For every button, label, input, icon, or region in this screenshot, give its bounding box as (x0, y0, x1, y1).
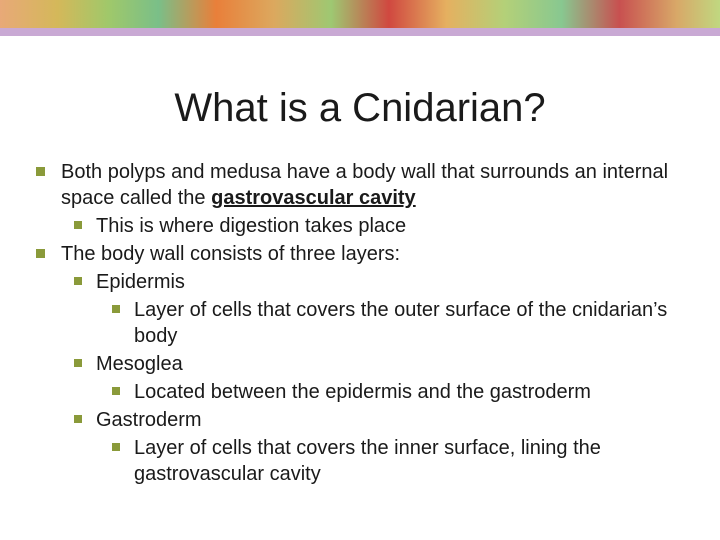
square-bullet-icon (74, 277, 82, 285)
bullet-l2-gastroderm: Gastroderm (74, 407, 684, 433)
bullet-l2-mesoglea: Mesoglea (74, 351, 684, 377)
bullet-text: The body wall consists of three layers: (61, 241, 400, 267)
bullet-l3-mesoglea-desc: Located between the epidermis and the ga… (112, 379, 684, 405)
bullet-l1-three-layers: The body wall consists of three layers: (36, 241, 684, 267)
bullet-text: This is where digestion takes place (96, 213, 406, 239)
square-bullet-icon (74, 415, 82, 423)
top-banner (0, 0, 720, 28)
content-area: Both polyps and medusa have a body wall … (0, 159, 720, 487)
square-bullet-icon (74, 221, 82, 229)
bullet-l3-epidermis-desc: Layer of cells that covers the outer sur… (112, 297, 684, 349)
slide-title: What is a Cnidarian? (0, 86, 720, 131)
bullet-text: Mesoglea (96, 351, 183, 377)
bullet-text: Gastroderm (96, 407, 202, 433)
bullet-l2-digestion: This is where digestion takes place (74, 213, 684, 239)
term-gastrovascular-cavity: gastrovascular cavity (211, 187, 416, 209)
square-bullet-icon (112, 443, 120, 451)
bullet-text: Epidermis (96, 269, 185, 295)
square-bullet-icon (74, 359, 82, 367)
square-bullet-icon (112, 305, 120, 313)
slide-body: What is a Cnidarian? Both polyps and med… (0, 86, 720, 487)
bullet-l1-gastrovascular: Both polyps and medusa have a body wall … (36, 159, 684, 211)
square-bullet-icon (36, 249, 45, 258)
square-bullet-icon (36, 167, 45, 176)
bullet-l2-epidermis: Epidermis (74, 269, 684, 295)
bullet-text: Located between the epidermis and the ga… (134, 379, 591, 405)
bullet-text: Both polyps and medusa have a body wall … (61, 159, 684, 211)
square-bullet-icon (112, 387, 120, 395)
bullet-l3-gastroderm-desc: Layer of cells that covers the inner sur… (112, 435, 684, 487)
bullet-text: Layer of cells that covers the outer sur… (134, 297, 684, 349)
bullet-text: Layer of cells that covers the inner sur… (134, 435, 684, 487)
